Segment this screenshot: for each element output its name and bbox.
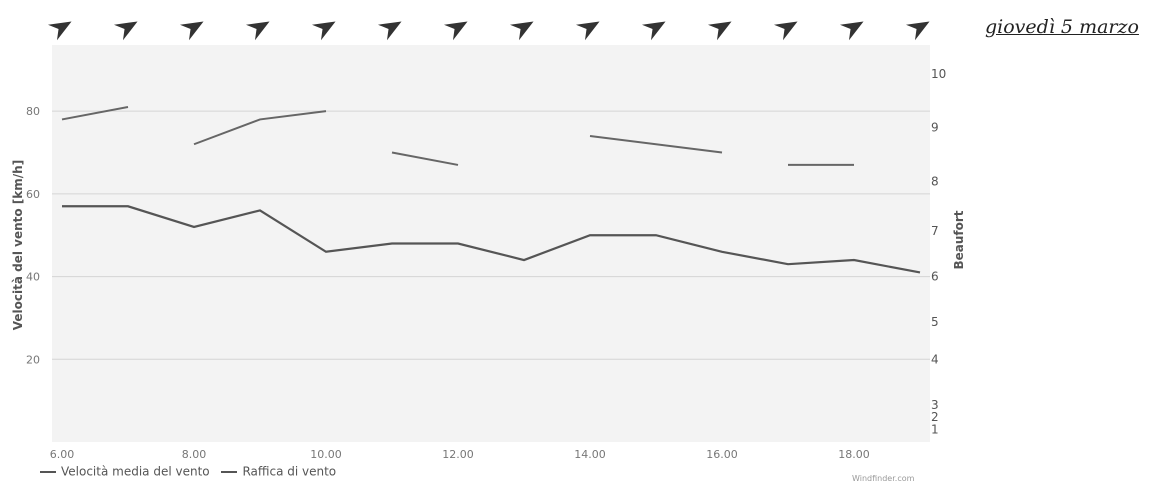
legend: Velocità media del vento Raffica di vent… <box>40 464 336 479</box>
beaufort-tick-label: 10 <box>931 67 946 81</box>
wind-direction-arrow <box>377 21 402 41</box>
x-tick-label: 18.00 <box>838 448 870 461</box>
wind-direction-arrow <box>47 21 72 41</box>
beaufort-tick-label: 7 <box>931 224 939 238</box>
legend-swatch-mean <box>40 470 56 473</box>
y-tick-label: 20 <box>26 353 40 366</box>
beaufort-tick-label: 3 <box>931 398 939 412</box>
wind-direction-arrow <box>509 21 534 41</box>
x-tick-label: 12.00 <box>442 448 474 461</box>
legend-item-mean: Velocità media del vento <box>40 464 213 479</box>
x-tick-label: 8.00 <box>182 448 207 461</box>
wind-direction-arrow <box>311 21 336 41</box>
y-tick-label: 40 <box>26 271 40 284</box>
beaufort-tick-label: 9 <box>931 121 939 135</box>
x-tick-label: 14.00 <box>574 448 606 461</box>
gust-line-segment <box>61 106 129 121</box>
wind-direction-arrow <box>113 21 138 41</box>
wind-direction-arrow <box>641 21 666 41</box>
gust-line-segment <box>193 110 327 146</box>
credit-label: Windfinder.com <box>852 474 915 483</box>
legend-item-gust: Raffica di vento <box>221 464 337 479</box>
beaufort-tick-label: 8 <box>931 174 939 188</box>
beaufort-tick-label: 4 <box>931 352 939 366</box>
legend-swatch-gust <box>221 470 238 473</box>
beaufort-axis-title: Beaufort <box>952 210 966 269</box>
wind-direction-arrow <box>443 21 468 41</box>
beaufort-tick-label: 6 <box>931 270 939 284</box>
beaufort-tick-label: 5 <box>931 315 939 329</box>
legend-label-gust: Raffica di vento <box>242 464 337 479</box>
wind-direction-arrow <box>179 21 204 41</box>
x-tick-label: 16.00 <box>706 448 738 461</box>
legend-label-mean: Velocità media del vento <box>61 464 210 479</box>
wind-direction-arrow <box>905 21 930 41</box>
beaufort-tick-label: 1 <box>931 423 939 437</box>
wind-direction-arrow <box>245 21 270 41</box>
x-tick-label: 6.00 <box>50 448 75 461</box>
wind-direction-arrow <box>707 21 732 41</box>
y-tick-label: 80 <box>26 105 40 118</box>
wind-direction-arrow <box>839 21 864 41</box>
y-axis-title: Velocità del vento [km/h] <box>11 160 25 330</box>
gust-line-segment <box>391 151 459 166</box>
mean-wind-line <box>62 205 921 274</box>
wind-direction-arrow <box>575 21 600 41</box>
beaufort-tick-label: 2 <box>931 410 939 424</box>
gust-line-segment <box>589 134 723 154</box>
wind-direction-arrow <box>773 21 798 41</box>
plot-area <box>52 45 930 442</box>
y-tick-label: 60 <box>26 188 40 201</box>
date-label: giovedì 5 marzo <box>985 16 1139 38</box>
x-tick-label: 10.00 <box>310 448 342 461</box>
